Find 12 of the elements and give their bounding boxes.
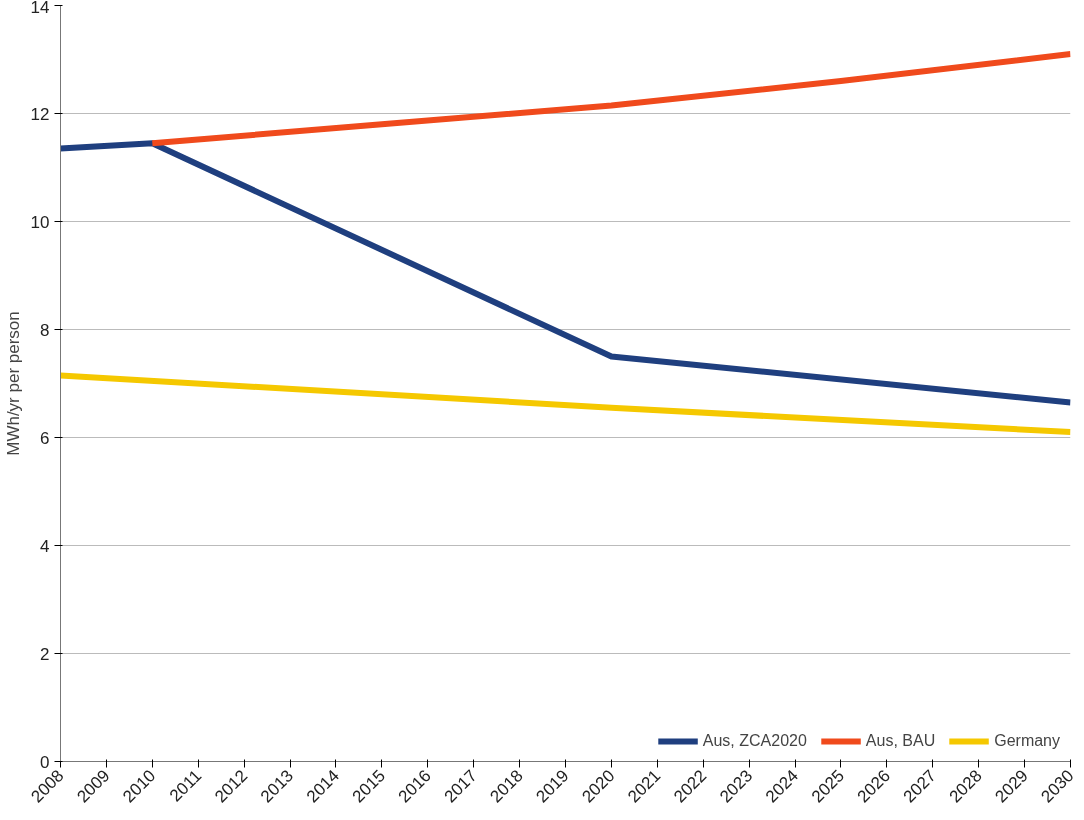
legend-label: Germany xyxy=(994,732,1060,750)
y-tick-label: 12 xyxy=(30,104,50,124)
y-axis-title: MWh/yr per person xyxy=(3,311,23,456)
y-tick-label: 2 xyxy=(40,644,50,664)
y-tick-label: 8 xyxy=(40,320,50,340)
y-tick-label: 6 xyxy=(40,428,50,448)
y-tick-label: 14 xyxy=(30,0,50,17)
legend-label: Aus, BAU xyxy=(865,732,936,750)
y-tick-label: 4 xyxy=(40,536,50,556)
legend-label: Aus, ZCA2020 xyxy=(702,732,807,750)
y-tick-label: 10 xyxy=(30,212,50,232)
y-tick-label: 0 xyxy=(40,752,50,772)
